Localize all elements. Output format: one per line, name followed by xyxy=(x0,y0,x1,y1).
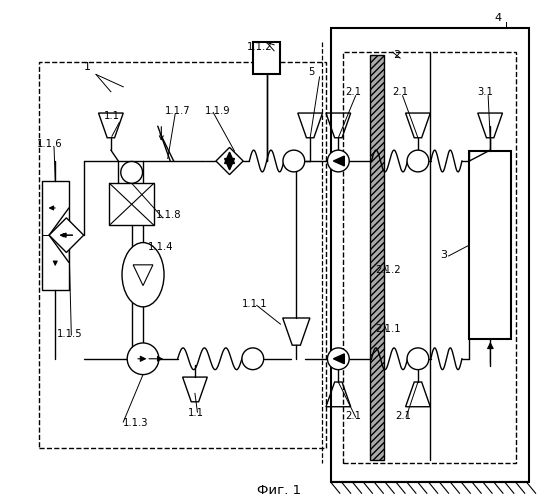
Circle shape xyxy=(127,343,159,374)
Bar xyxy=(331,28,528,482)
Bar xyxy=(42,181,69,290)
Text: 2.1: 2.1 xyxy=(346,86,362,97)
Text: 3.1: 3.1 xyxy=(477,86,493,97)
Bar xyxy=(371,54,384,460)
Bar xyxy=(469,151,511,339)
Text: 1.1: 1.1 xyxy=(103,112,119,122)
Text: 1.1.7: 1.1.7 xyxy=(165,106,191,117)
Polygon shape xyxy=(225,158,234,170)
Polygon shape xyxy=(225,152,234,164)
Text: 1.1.9: 1.1.9 xyxy=(205,106,230,117)
Text: 1.1.5: 1.1.5 xyxy=(56,329,82,339)
Circle shape xyxy=(407,150,429,172)
Text: 5: 5 xyxy=(309,67,315,77)
Polygon shape xyxy=(334,354,344,364)
Circle shape xyxy=(121,162,142,183)
Circle shape xyxy=(242,348,264,370)
Circle shape xyxy=(407,348,429,370)
Text: 3: 3 xyxy=(440,250,447,260)
Text: 1.1.8: 1.1.8 xyxy=(155,210,181,220)
Text: 1.1.6: 1.1.6 xyxy=(37,138,62,148)
Bar xyxy=(109,183,154,226)
Circle shape xyxy=(328,348,349,370)
Text: 2.1: 2.1 xyxy=(346,410,362,420)
Text: 1.1: 1.1 xyxy=(187,408,204,418)
Text: 2.1.2: 2.1.2 xyxy=(376,264,401,274)
Text: 4: 4 xyxy=(494,12,501,22)
Text: 2.1: 2.1 xyxy=(393,86,408,97)
Circle shape xyxy=(283,150,305,172)
Text: 1.1.2: 1.1.2 xyxy=(247,42,272,52)
Bar xyxy=(253,42,281,74)
Text: 2: 2 xyxy=(393,50,400,59)
Text: 1.1.3: 1.1.3 xyxy=(123,418,149,428)
Circle shape xyxy=(328,150,349,172)
Text: Фиг. 1: Фиг. 1 xyxy=(257,484,301,497)
Text: 1.1.4: 1.1.4 xyxy=(148,242,174,252)
Ellipse shape xyxy=(122,242,164,307)
Bar xyxy=(343,52,516,463)
Text: 1: 1 xyxy=(84,62,91,72)
Polygon shape xyxy=(334,156,344,166)
Text: 1.1.1: 1.1.1 xyxy=(242,300,267,310)
Text: 2.1: 2.1 xyxy=(395,410,411,420)
Text: 2.1.1: 2.1.1 xyxy=(376,324,401,334)
Polygon shape xyxy=(216,148,243,174)
Bar xyxy=(39,62,326,448)
Polygon shape xyxy=(49,218,84,252)
